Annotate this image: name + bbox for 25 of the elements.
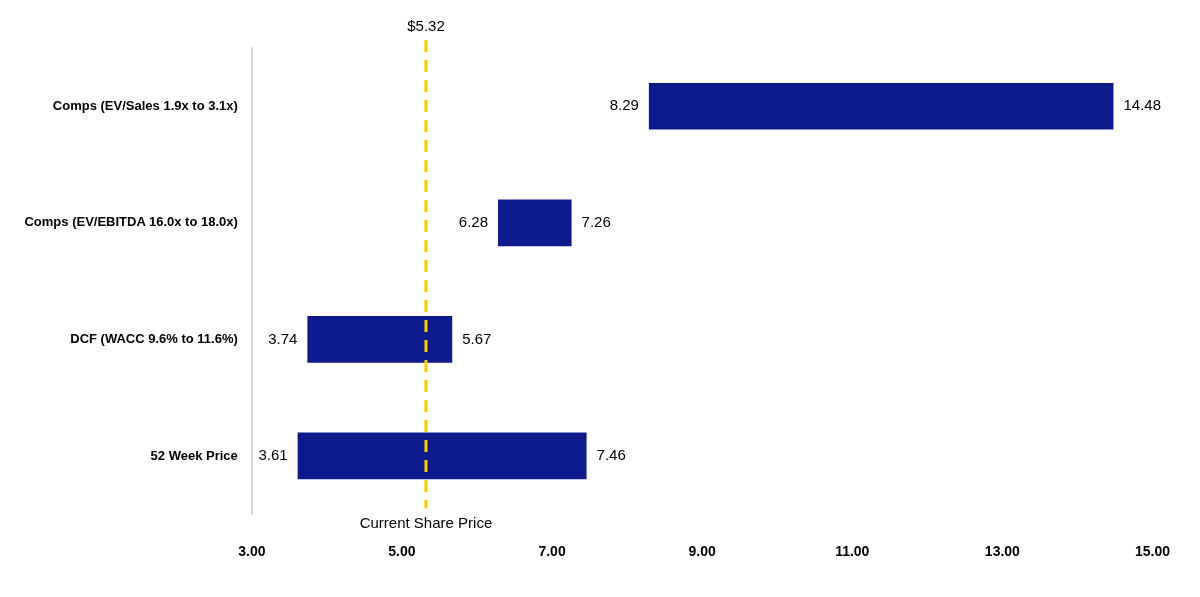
y-tick-label: Comps (EV/EBITDA 16.0x to 18.0x) [24, 214, 238, 230]
x-tick-label: 13.00 [984, 543, 1021, 560]
y-tick-label: Comps (EV/Sales 1.9x to 3.1x) [52, 97, 238, 113]
bar [498, 199, 572, 247]
x-tick-label: 15.00 [1134, 543, 1171, 560]
y-tick-label: DCF (WACC 9.6% to 11.6%) [70, 330, 238, 346]
text: Current Share Price [359, 513, 493, 531]
x-tick-label: 5.00 [388, 543, 416, 560]
x-tick-label: 3.00 [238, 543, 266, 560]
x-tick-label: 7.00 [538, 543, 566, 560]
x-tick-label: 9.00 [688, 543, 716, 560]
annotation: 14.48 [1123, 96, 1161, 114]
bar [297, 432, 587, 480]
y-tick-label: 52 Week Price [150, 447, 238, 463]
x-tick-label: 11.00 [835, 543, 870, 560]
annotation: 3.74 [268, 329, 298, 347]
annotation: 6.28 [458, 212, 489, 230]
bar [307, 316, 453, 363]
annotation: 5.67 [462, 329, 492, 347]
annotation: 8.29 [609, 96, 639, 114]
ref-line-label: $5.32 [407, 16, 445, 34]
annotation: 7.26 [581, 212, 611, 230]
annotation: 3.61 [258, 446, 288, 464]
bar [648, 82, 1114, 130]
annotation: 7.46 [596, 446, 626, 464]
